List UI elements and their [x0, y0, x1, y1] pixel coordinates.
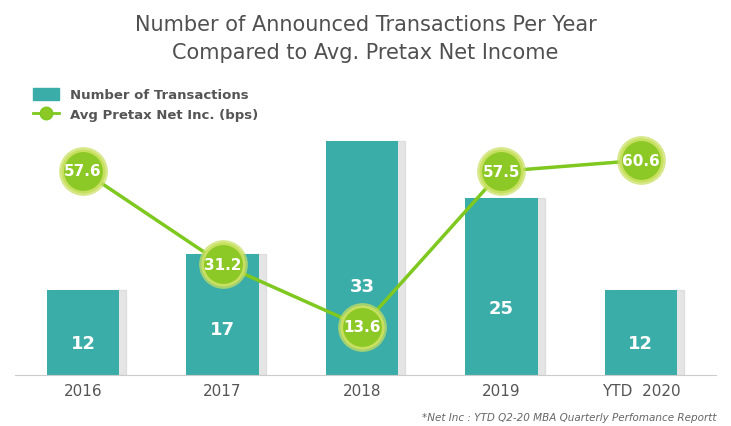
Text: 13.6: 13.6 — [344, 320, 381, 334]
Bar — [193, 255, 266, 375]
Point — [496, 168, 507, 175]
Legend: Number of Transactions, Avg Pretax Net Inc. (bps): Number of Transactions, Avg Pretax Net I… — [29, 85, 262, 126]
Text: 57.6: 57.6 — [64, 164, 102, 179]
Bar — [472, 199, 545, 375]
Text: 31.2: 31.2 — [204, 257, 241, 272]
Point — [216, 262, 228, 268]
Point — [356, 323, 368, 330]
Point — [77, 168, 89, 175]
Bar — [333, 142, 405, 375]
Point — [77, 168, 89, 175]
Text: 60.6: 60.6 — [622, 153, 660, 168]
Bar — [605, 290, 677, 375]
Bar — [47, 290, 119, 375]
Bar — [186, 255, 259, 375]
Bar — [54, 290, 126, 375]
Title: Number of Announced Transactions Per Year
Compared to Avg. Pretax Net Income: Number of Announced Transactions Per Yea… — [135, 15, 596, 63]
Point — [635, 158, 647, 164]
Point — [216, 262, 228, 268]
Point — [496, 168, 507, 175]
Point — [635, 158, 647, 164]
Text: 57.5: 57.5 — [482, 164, 520, 179]
Point — [356, 323, 368, 330]
Text: *Net Inc : YTD Q2-20 MBA Quarterly Perfomance Reportt: *Net Inc : YTD Q2-20 MBA Quarterly Perfo… — [422, 412, 716, 422]
Text: 17: 17 — [210, 320, 235, 338]
Bar — [465, 199, 538, 375]
Bar — [612, 290, 684, 375]
Bar — [326, 142, 398, 375]
Text: 33: 33 — [349, 277, 374, 295]
Text: 12: 12 — [71, 334, 96, 352]
Text: 25: 25 — [489, 299, 514, 317]
Text: 12: 12 — [629, 334, 654, 352]
